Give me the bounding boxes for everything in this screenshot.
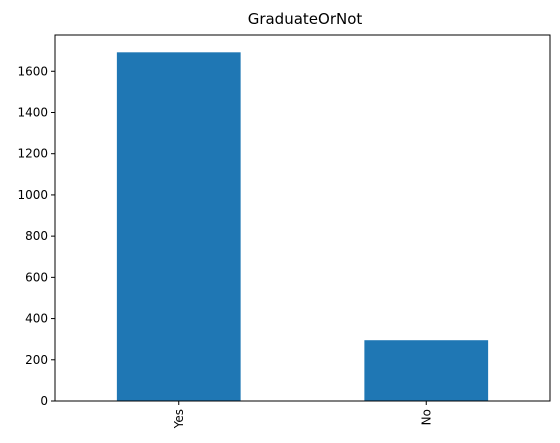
chart-title: GraduateOrNot (248, 10, 363, 28)
y-tick-label: 0 (40, 394, 48, 408)
y-tick-label: 400 (25, 312, 48, 326)
y-axis: 0 200 400 600 800 1000 1200 1400 1600 (17, 64, 55, 408)
y-tick-label: 200 (25, 353, 48, 367)
y-tick-label: 1200 (17, 147, 48, 161)
bar-no (364, 340, 489, 401)
plot-frame (54, 34, 551, 402)
x-tick-label-no: No (419, 409, 433, 425)
bars-group (116, 52, 489, 401)
y-tick-label: 800 (25, 229, 48, 243)
y-tick-label: 600 (25, 270, 48, 284)
x-tick-label-yes: Yes (172, 409, 186, 429)
x-axis: Yes No (172, 401, 433, 429)
y-tick-label: 1600 (17, 64, 48, 78)
y-tick-label: 1000 (17, 188, 48, 202)
y-tick-label: 1400 (17, 105, 48, 119)
bar-yes (116, 52, 241, 401)
